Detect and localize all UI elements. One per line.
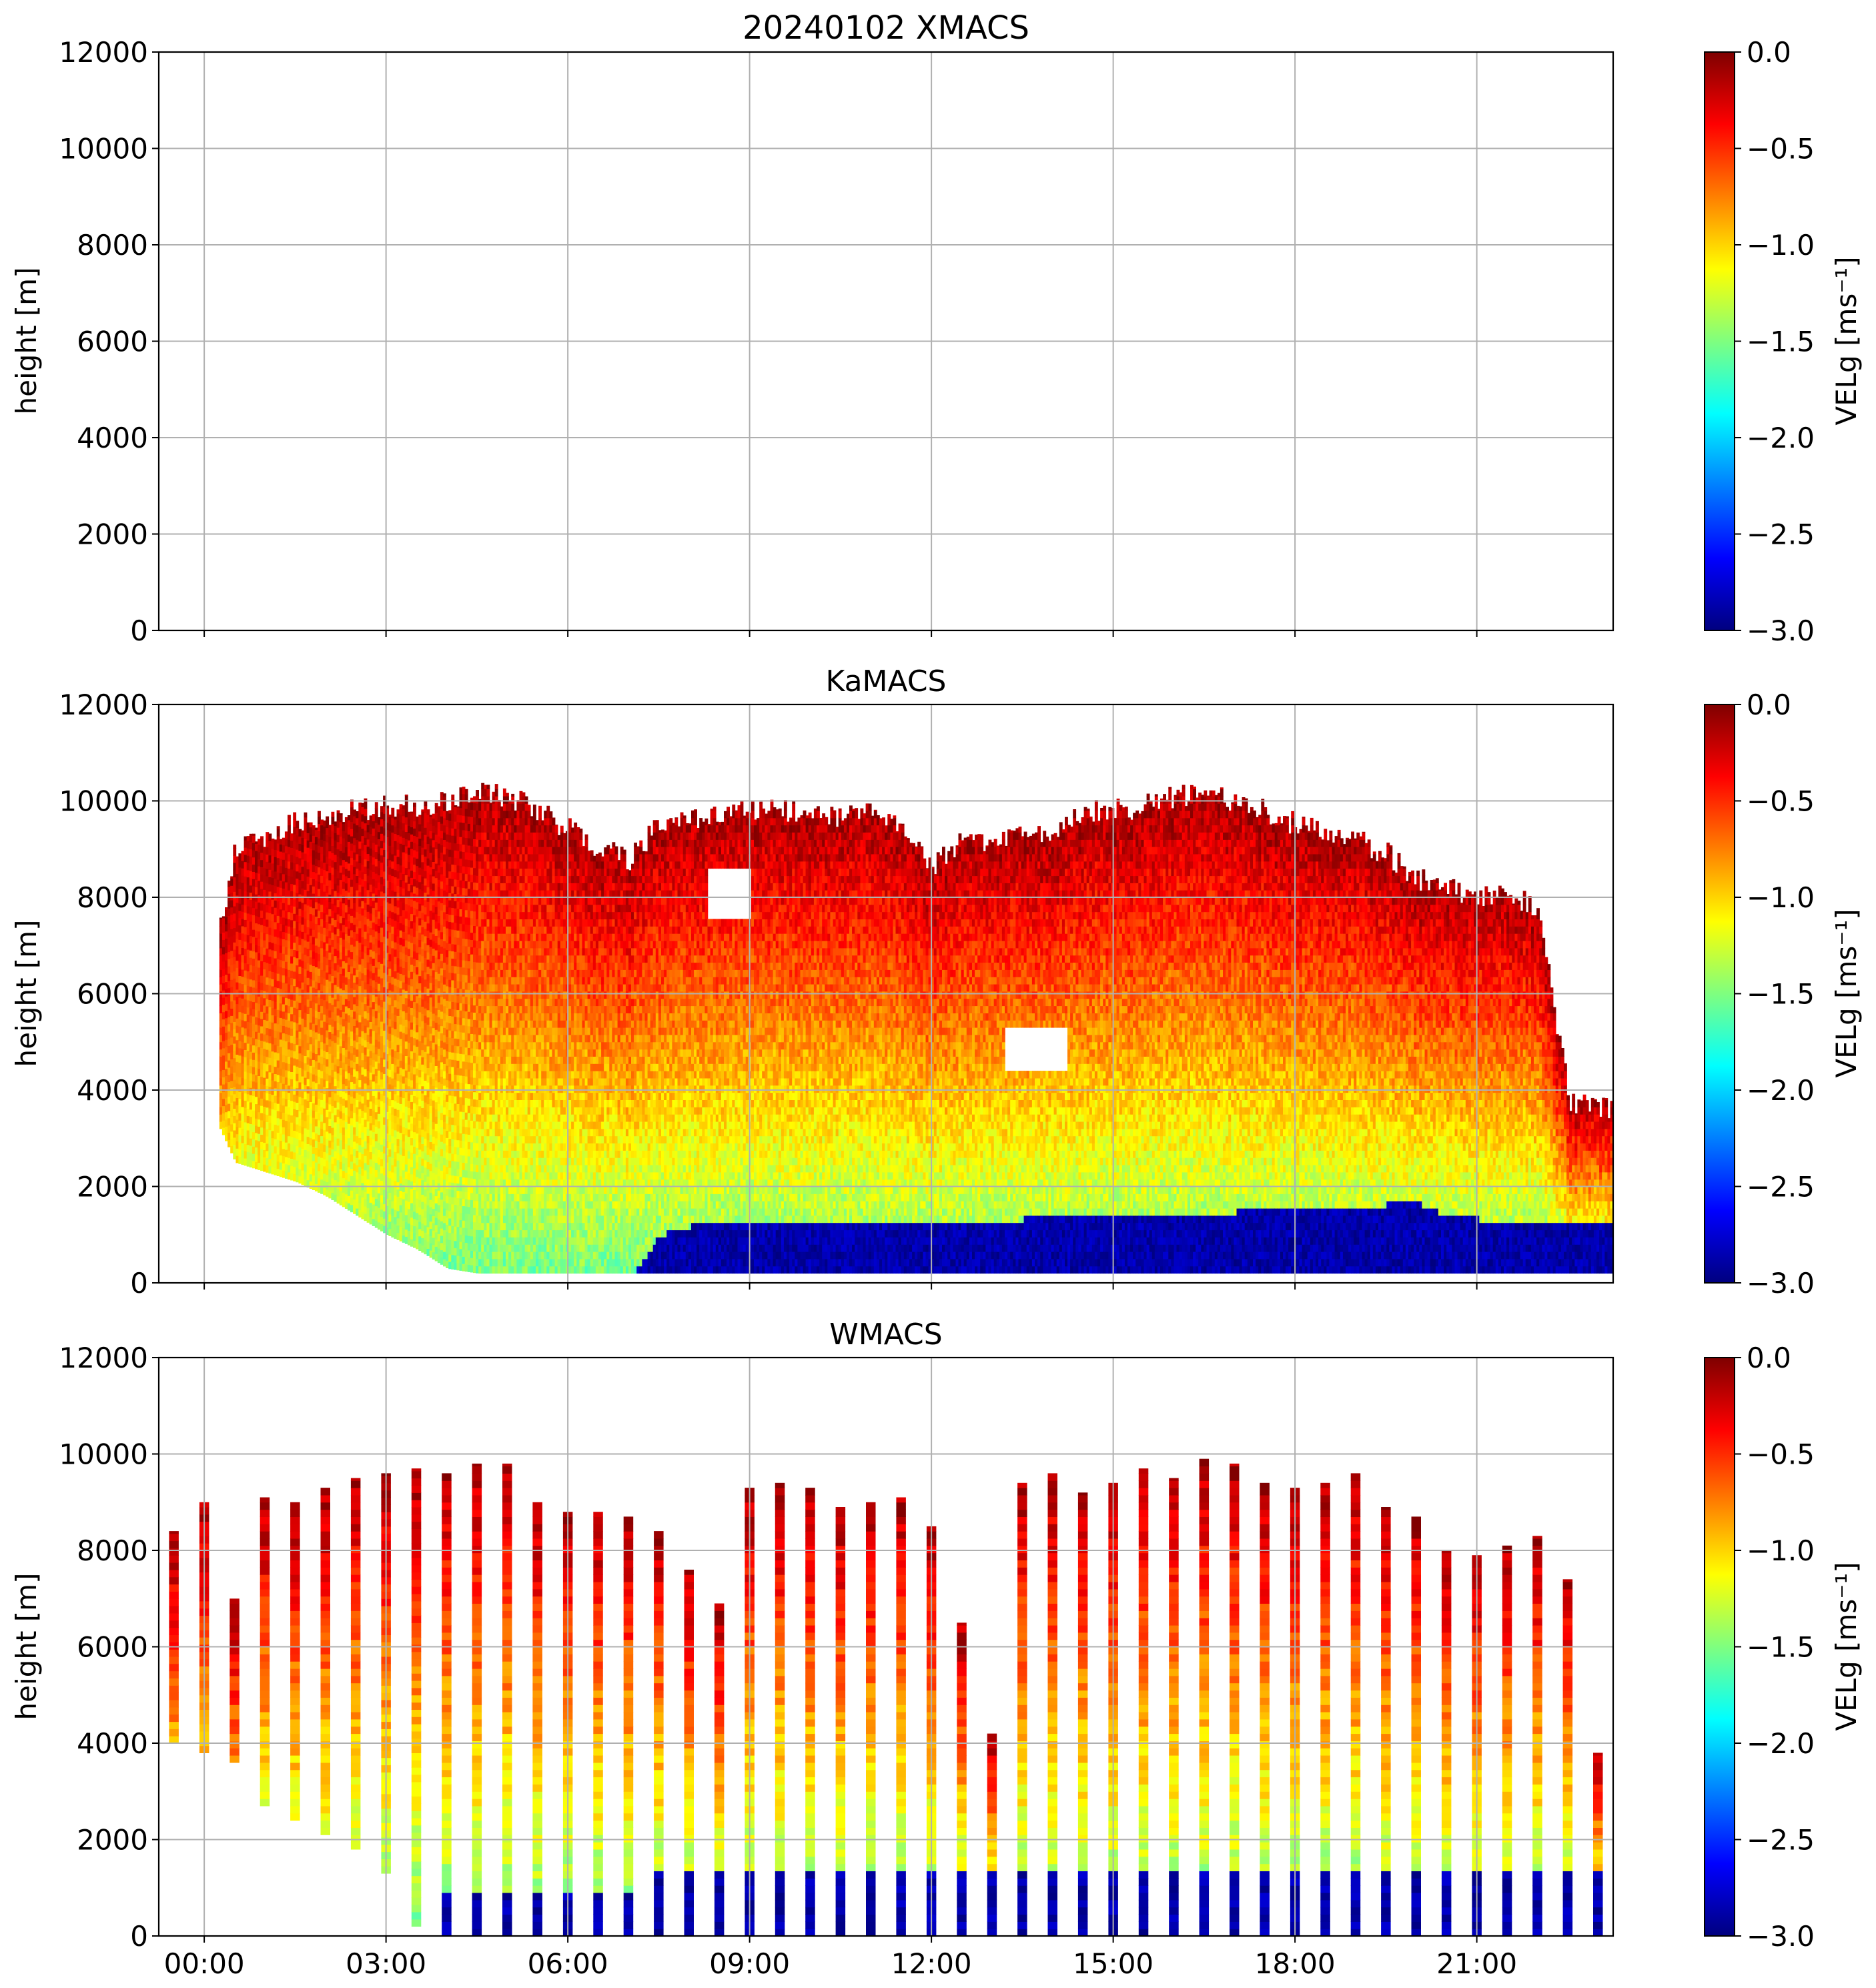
radar-cell bbox=[233, 848, 236, 855]
y-axis-label: height [m] bbox=[10, 268, 43, 415]
colorbar-tick-label: 0.0 bbox=[1747, 36, 1791, 69]
radar-cell bbox=[277, 826, 280, 829]
y-tick-label: 0 bbox=[130, 614, 148, 647]
colorbar-label: VELg [ms⁻¹] bbox=[1830, 256, 1863, 425]
chart-title: 20240102 XMACS bbox=[743, 9, 1029, 47]
y-tick-label: 4000 bbox=[77, 422, 148, 454]
radar-cell bbox=[252, 834, 256, 836]
xmacs-panel: 0 2000 4000 6000 8000 10000 12000 20240102 XMA… bbox=[10, 9, 1863, 647]
y-tick-label: 2000 bbox=[77, 518, 148, 551]
radar-cell bbox=[260, 838, 264, 845]
radar-cell bbox=[296, 821, 299, 828]
colorbar-tick-label: −1.0 bbox=[1747, 229, 1815, 262]
radar-cell bbox=[293, 813, 296, 820]
colorbar-gradient bbox=[1705, 52, 1735, 630]
radar-cell bbox=[277, 829, 280, 836]
radar-cell bbox=[260, 836, 264, 838]
colorbar-tick-label: −2.5 bbox=[1747, 518, 1815, 551]
y-tick-label: 12000 bbox=[59, 36, 148, 69]
colorbar-tick-label: −0.5 bbox=[1747, 133, 1815, 165]
colorbar-tick-label: −1.5 bbox=[1747, 326, 1815, 358]
y-tick-label: 8000 bbox=[77, 229, 148, 262]
radar-cell bbox=[288, 818, 291, 825]
radar-cell bbox=[288, 825, 291, 833]
figure: 0 2000 4000 6000 8000 10000 12000 20240102 XMA… bbox=[0, 0, 1876, 1988]
radar-cell bbox=[266, 832, 269, 833]
radar-cell bbox=[304, 813, 308, 818]
y-tick-label: 6000 bbox=[77, 326, 148, 358]
radar-cell bbox=[233, 845, 236, 849]
colorbar-tick-label: −3.0 bbox=[1747, 614, 1815, 647]
y-tick-label: 10000 bbox=[59, 133, 148, 165]
colorbar: 0.0 −0.5 −1.0 −1.5 −2.0 −2.5 −3.0 VELg [ms⁻¹] bbox=[1705, 36, 1863, 647]
colorbar-tick-label: −2.0 bbox=[1747, 422, 1815, 454]
radar-cell bbox=[288, 815, 291, 819]
